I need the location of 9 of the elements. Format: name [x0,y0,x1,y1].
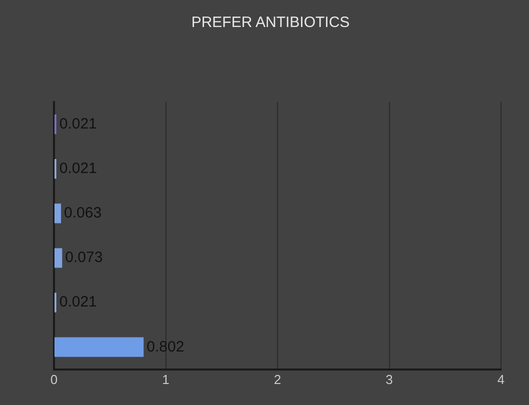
bar [54,248,62,268]
x-tick-label: 2 [274,372,282,387]
x-tick-label: 1 [162,372,170,387]
x-tick-label: 4 [497,372,505,387]
x-tick-label: 3 [386,372,393,387]
x-tick-label: 0 [50,372,58,387]
bar [54,204,62,224]
bar [54,337,144,357]
chart-title: PREFER ANTIBIOTICS [191,14,350,32]
